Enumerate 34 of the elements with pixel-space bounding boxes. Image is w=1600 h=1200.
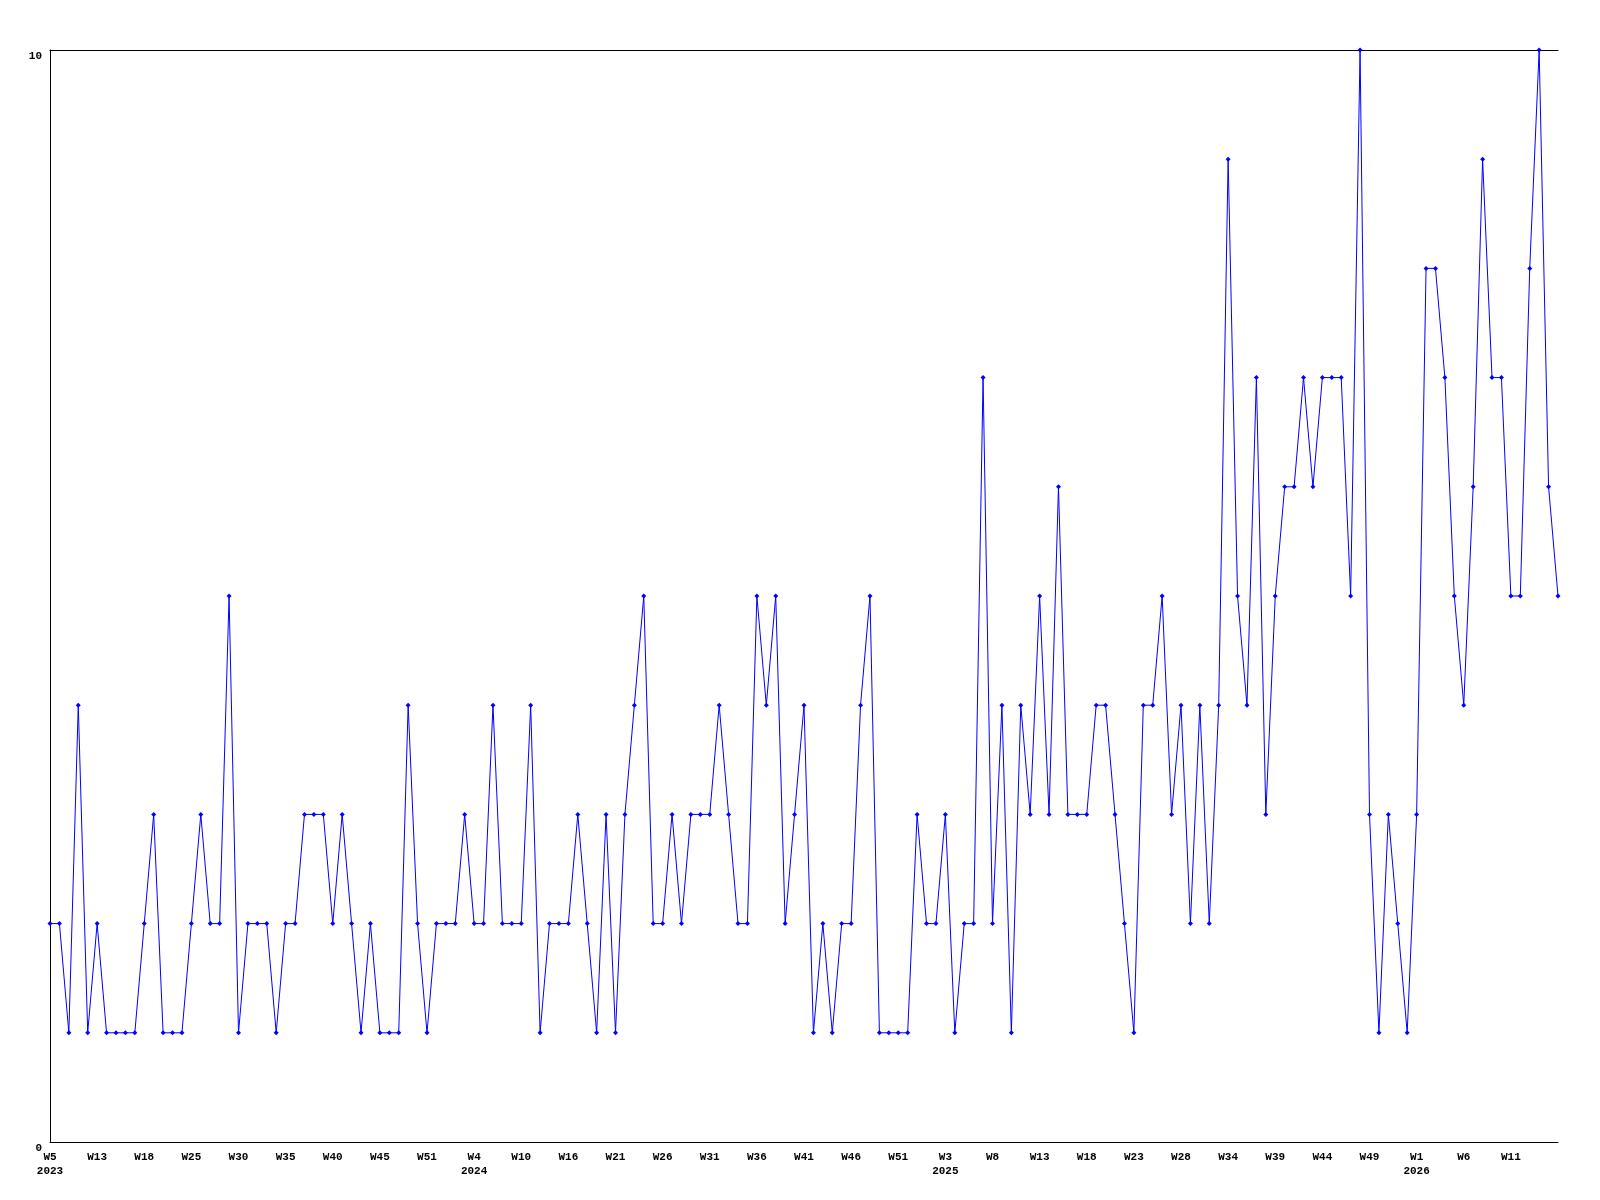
y-tick-label: 0 [35, 1141, 42, 1154]
x-tick-label: W11 [1500, 1151, 1522, 1163]
x-tick-label: W3 2025 [932, 1151, 959, 1177]
x-tick-label: W36 [746, 1151, 767, 1163]
x-tick-label: W13 [1029, 1151, 1050, 1163]
x-tick-label: W31 [699, 1151, 721, 1163]
x-tick-label: W51 [888, 1151, 909, 1163]
x-tick-label: W45 [369, 1151, 391, 1163]
x-tick-label: W30 [228, 1151, 249, 1163]
x-tick-label: W4 2024 [460, 1151, 488, 1177]
x-tick-label: W34 [1218, 1151, 1239, 1163]
x-tick-label: W1 2026 [1403, 1151, 1430, 1177]
x-tick-label: W49 [1359, 1151, 1380, 1163]
x-tick-label: W25 [181, 1151, 202, 1163]
x-tick-label: W41 [794, 1151, 815, 1163]
x-tick-label: W16 [558, 1151, 579, 1163]
x-tick-label: W8 [985, 1151, 1000, 1163]
x-tick-label: W10 [511, 1151, 532, 1163]
x-tick-label: W18 [134, 1151, 155, 1163]
x-tick-label: W26 [652, 1151, 673, 1163]
x-tick-label: W18 [1076, 1151, 1098, 1163]
x-tick-label: W5 2023 [36, 1151, 64, 1177]
x-tick-label: W28 [1171, 1151, 1192, 1163]
x-tick-label: W40 [322, 1151, 343, 1163]
y-tick-label: 10 [28, 49, 42, 62]
x-tick-label: W44 [1312, 1151, 1333, 1163]
x-tick-label: W39 [1265, 1151, 1286, 1163]
x-tick-label: W23 [1123, 1151, 1145, 1163]
x-tick-label: W46 [841, 1151, 862, 1163]
x-tick-label: W51 [417, 1151, 438, 1163]
x-tick-label: W6 [1457, 1151, 1471, 1163]
x-tick-label: W35 [275, 1151, 296, 1163]
x-tick-label: W21 [605, 1151, 626, 1163]
x-tick-label: W13 [87, 1151, 108, 1163]
